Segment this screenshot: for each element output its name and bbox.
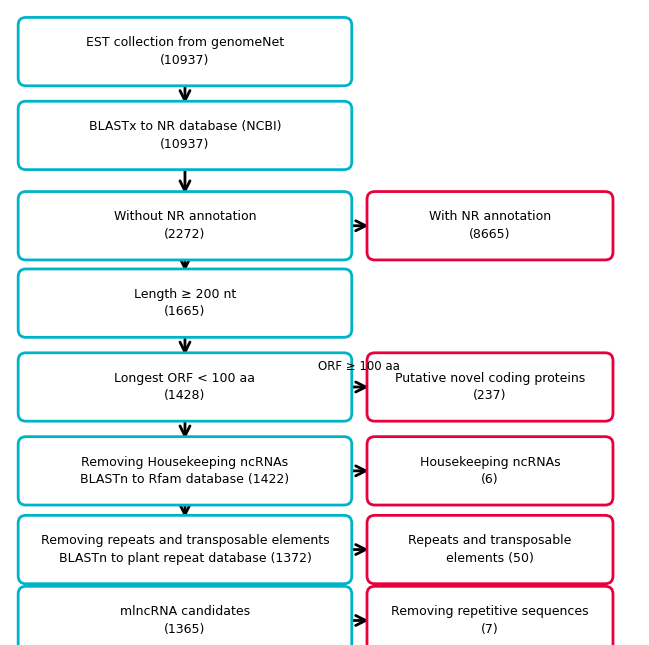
FancyBboxPatch shape	[18, 192, 352, 260]
Text: Length ≥ 200 nt
(1665): Length ≥ 200 nt (1665)	[134, 288, 236, 319]
FancyBboxPatch shape	[18, 17, 352, 86]
Text: mlncRNA candidates
(1365): mlncRNA candidates (1365)	[120, 605, 250, 636]
Text: With NR annotation
(8665): With NR annotation (8665)	[429, 210, 551, 241]
FancyBboxPatch shape	[18, 515, 352, 584]
Text: Removing Housekeeping ncRNAs
BLASTn to Rfam database (1422): Removing Housekeeping ncRNAs BLASTn to R…	[80, 455, 289, 486]
FancyBboxPatch shape	[18, 269, 352, 337]
Text: Putative novel coding proteins
(237): Putative novel coding proteins (237)	[395, 372, 585, 402]
FancyBboxPatch shape	[18, 353, 352, 421]
Text: Housekeeping ncRNAs
(6): Housekeeping ncRNAs (6)	[420, 455, 560, 486]
Text: Longest ORF < 100 aa
(1428): Longest ORF < 100 aa (1428)	[114, 372, 256, 402]
Text: BLASTx to NR database (NCBI)
(10937): BLASTx to NR database (NCBI) (10937)	[89, 120, 281, 151]
FancyBboxPatch shape	[367, 353, 613, 421]
Text: Removing repetitive sequences
(7): Removing repetitive sequences (7)	[391, 605, 589, 636]
Text: Removing repeats and transposable elements
BLASTn to plant repeat database (1372: Removing repeats and transposable elemen…	[41, 534, 329, 565]
Text: EST collection from genomeNet
(10937): EST collection from genomeNet (10937)	[86, 36, 284, 67]
FancyBboxPatch shape	[18, 586, 352, 645]
Text: ORF ≥ 100 aa: ORF ≥ 100 aa	[319, 360, 400, 373]
FancyBboxPatch shape	[367, 515, 613, 584]
Text: Without NR annotation
(2272): Without NR annotation (2272)	[114, 210, 256, 241]
FancyBboxPatch shape	[367, 437, 613, 505]
FancyBboxPatch shape	[18, 437, 352, 505]
FancyBboxPatch shape	[367, 586, 613, 645]
Text: Repeats and transposable
elements (50): Repeats and transposable elements (50)	[408, 534, 572, 565]
FancyBboxPatch shape	[367, 192, 613, 260]
FancyBboxPatch shape	[18, 101, 352, 170]
